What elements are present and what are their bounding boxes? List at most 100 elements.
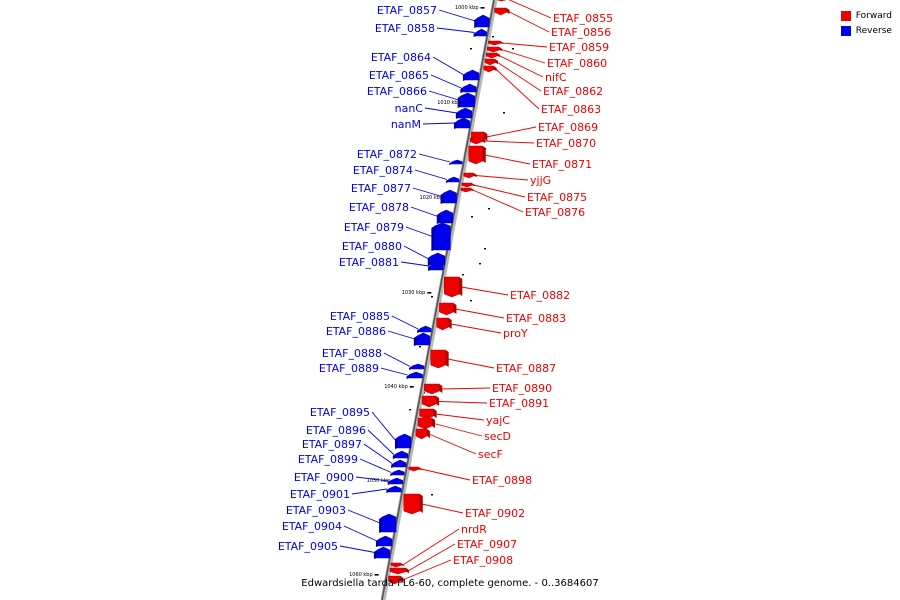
reverse-swatch	[840, 25, 851, 36]
leader-etaf-0863	[495, 68, 540, 110]
legend-reverse: Reverse	[840, 23, 892, 38]
gene-etaf-0882-side	[459, 277, 463, 296]
gene-etaf-0903-arrow	[381, 513, 397, 533]
leader-nifc	[498, 55, 544, 78]
leader-etaf-0880	[403, 245, 429, 260]
gene-label-etaf-0870: ETAF_0870	[536, 137, 596, 150]
leader-etaf-0878	[410, 206, 438, 217]
gene-etaf-0862-side	[494, 59, 498, 64]
leader-etaf-0891	[438, 401, 488, 404]
gene-label-etaf-0903: ETAF_0903	[286, 504, 346, 517]
gene-etaf-0903-side	[379, 517, 383, 533]
leader-etaf-0879	[405, 226, 433, 237]
gene-etaf-0859-arrow	[488, 40, 501, 46]
gene-etaf-0870-arrow	[469, 137, 483, 145]
leader-etaf-0881	[400, 261, 430, 267]
site-mark	[484, 248, 486, 250]
site-mark	[431, 296, 433, 298]
gene-etaf-0885-arrow	[419, 325, 432, 333]
leader-etaf-0890	[441, 387, 491, 390]
gene-etaf-0875-arrow	[461, 182, 473, 188]
gene-label-etaf-0905: ETAF_0905	[278, 540, 338, 553]
leader-etaf-0872	[418, 153, 451, 163]
gene-label-etaf-0887: ETAF_0887	[496, 362, 556, 375]
kbp-tick-label: 1030 kbp	[402, 290, 426, 296]
leader-etaf-0865	[430, 74, 462, 89]
gene-label-etaf-0882: ETAF_0882	[510, 289, 570, 302]
gene-nrdr-arrow	[390, 562, 402, 568]
gene-label-etaf-0880: ETAF_0880	[342, 240, 402, 253]
gene-etaf-0905-side	[373, 550, 377, 559]
gene-label-etaf-0877: ETAF_0877	[351, 182, 411, 195]
gene-etaf-0905-arrow	[376, 546, 391, 559]
gene-etaf-0881-side	[428, 265, 432, 271]
gene-label-etaf-0885: ETAF_0885	[330, 310, 390, 323]
gene-etaf-0886-side	[413, 336, 417, 346]
gene-etaf-0872-arrow	[451, 159, 463, 165]
leader-etaf-0874	[414, 169, 448, 180]
gene-label-etaf-0901: ETAF_0901	[290, 488, 350, 501]
kbp-tick-label: 1040 kbp	[384, 384, 408, 390]
leader-etaf-0888	[383, 352, 411, 367]
leader-etaf-0901	[351, 488, 388, 495]
gene-etaf-0881-arrow	[430, 261, 444, 271]
gene-label-etaf-0898: ETAF_0898	[472, 474, 532, 487]
gene-label-nanc: nanC	[395, 102, 424, 115]
gene-label-etaf-0858: ETAF_0858	[375, 22, 435, 35]
gene-etaf-0856-side	[506, 8, 510, 14]
gene-label-etaf-0883: ETAF_0883	[506, 312, 566, 325]
leader-etaf-0895	[371, 411, 397, 442]
leader-etaf-0899	[359, 458, 392, 473]
gene-label-etaf-0864: ETAF_0864	[371, 51, 431, 64]
gene-label-nrdr: nrdR	[461, 523, 487, 536]
gene-etaf-0901-arrow	[389, 485, 402, 493]
gene-etaf-0907-side	[405, 568, 409, 573]
gene-label-nanm: nanM	[391, 118, 421, 131]
gene-label-etaf-0886: ETAF_0886	[326, 325, 386, 338]
gene-label-etaf-0855: ETAF_0855	[553, 12, 613, 25]
gene-label-etaf-0871: ETAF_0871	[532, 158, 592, 171]
leader-etaf-0864	[432, 56, 465, 76]
gene-label-etaf-0866: ETAF_0866	[367, 85, 427, 98]
gene-label-yajc: yajC	[486, 414, 510, 427]
site-mark	[479, 263, 481, 265]
leader-etaf-0882	[461, 286, 509, 296]
gene-label-secf: secF	[478, 448, 503, 461]
gene-etaf-0900-side	[387, 480, 391, 485]
leader-etaf-0871	[484, 154, 531, 165]
gene-etaf-0876-arrow	[460, 187, 472, 193]
gene-etaf-0902-arrow	[403, 493, 421, 515]
gene-etaf-0882-arrow	[444, 276, 460, 298]
gene-etaf-0866-arrow	[460, 92, 475, 108]
genome-backbone	[380, 0, 498, 600]
gene-etaf-0859-side	[500, 41, 504, 44]
gene-label-etaf-0863: ETAF_0863	[541, 103, 601, 116]
leader-nrdr	[402, 528, 460, 566]
gene-etaf-0877-arrow	[443, 189, 457, 204]
gene-label-etaf-0860: ETAF_0860	[547, 57, 607, 70]
gene-nanm-arrow	[456, 117, 471, 129]
gene-etaf-0871-side	[482, 146, 486, 163]
gene-nifc-side	[497, 53, 501, 57]
site-mark	[488, 208, 490, 210]
gene-etaf-0900-arrow	[390, 477, 404, 485]
gene-label-yjjg: yjjG	[530, 174, 551, 187]
gene-label-etaf-0907: ETAF_0907	[457, 538, 517, 551]
gene-etaf-0878-arrow	[439, 209, 454, 224]
site-mark	[512, 48, 514, 50]
gene-etaf-0891-side	[436, 396, 440, 406]
gene-label-etaf-0879: ETAF_0879	[344, 221, 404, 234]
leader-etaf-0876	[472, 189, 524, 213]
gene-etaf-0895-side	[394, 437, 398, 449]
site-mark	[470, 300, 472, 302]
gene-nrdr-side	[400, 563, 404, 566]
leader-etaf-0887	[447, 358, 495, 369]
leader-etaf-0883	[455, 308, 505, 319]
gene-etaf-0864-arrow	[465, 69, 480, 81]
gene-etaf-0908-arrow	[388, 575, 401, 585]
leader-etaf-0860	[501, 49, 546, 64]
gene-nanc-arrow	[458, 107, 473, 119]
gene-etaf-0860-side	[499, 47, 503, 51]
leader-etaf-0896	[367, 429, 395, 455]
